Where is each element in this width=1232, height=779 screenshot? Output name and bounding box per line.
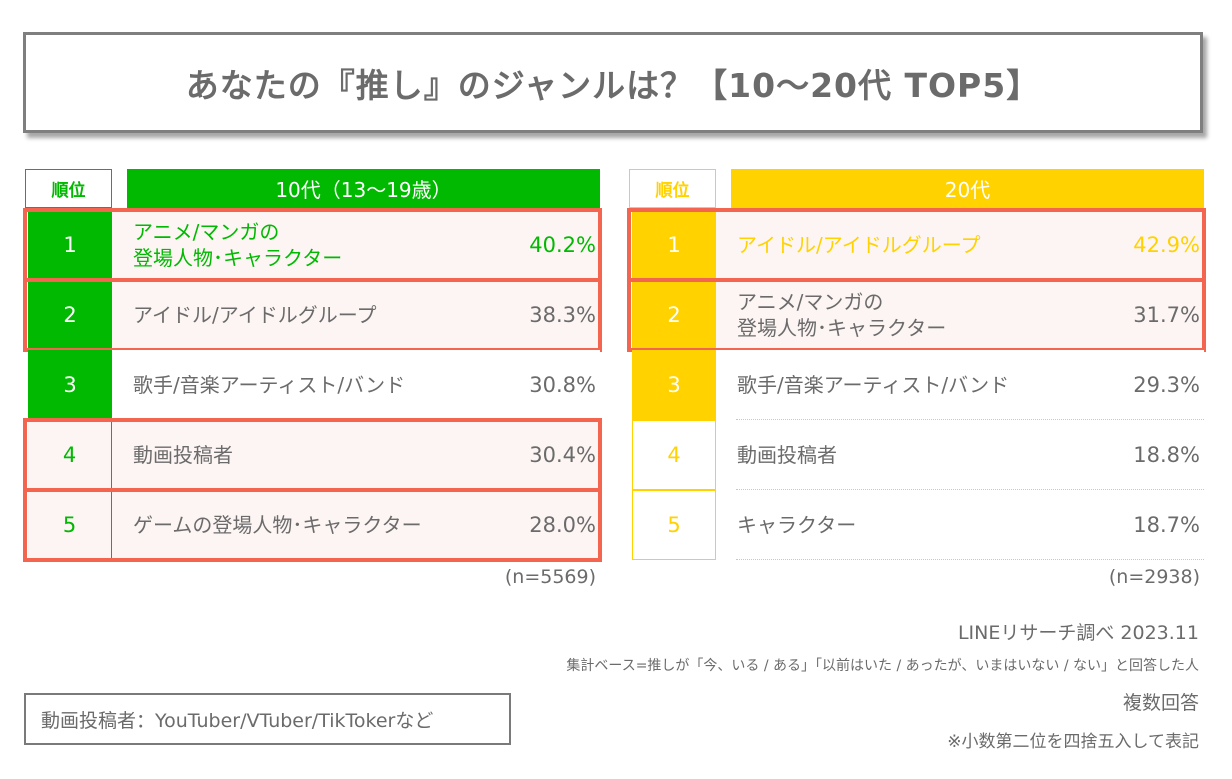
row-divider <box>736 559 1204 560</box>
rank-number: 2 <box>632 280 716 350</box>
percentage-value: 30.4% <box>529 443 596 467</box>
genre-label: 動画投稿者 <box>737 443 837 467</box>
rank-number: 5 <box>28 490 112 560</box>
ranking-row: キャラクター 18.7% 5 <box>632 490 1204 560</box>
row-content: 歌手/音楽アーティスト/バンド 30.8% <box>112 350 600 420</box>
rank-column-header: 順位 <box>25 169 112 208</box>
definition-note-text: 動画投稿者：YouTuber/VTuber/TikTokerなど <box>41 709 434 732</box>
genre-label: アイドル/アイドルグループ <box>737 233 981 257</box>
ranking-row: ゲームの登場人物･キャラクター 28.0% 5 <box>28 490 600 560</box>
rank-column-header: 順位 <box>629 169 716 208</box>
sample-size-label: (n=2938) <box>1108 566 1200 588</box>
ranking-row: アイドル/アイドルグループ 42.9% 1 <box>632 210 1204 280</box>
title-box: あなたの『推し』のジャンルは？【10～20代 TOP5】 <box>23 32 1203 133</box>
percentage-value: 42.9% <box>1133 233 1200 257</box>
genre-label: アイドル/アイドルグループ <box>133 303 377 327</box>
row-content: アイドル/アイドルグループ 42.9% <box>716 210 1204 280</box>
row-content: 動画投稿者 18.8% <box>716 420 1204 490</box>
percentage-value: 18.8% <box>1133 443 1200 467</box>
source-credit: LINEリサーチ調べ 2023.11 <box>957 622 1199 644</box>
rank-number: 3 <box>632 350 716 420</box>
row-divider <box>736 419 1204 420</box>
ranking-row: 動画投稿者 18.8% 4 <box>632 420 1204 490</box>
ranking-table-twenties: 順位 20代 (n=2938) アイドル/アイドルグループ 42.9% 1 アニメ/マ… <box>604 0 1214 600</box>
survey-base-note: 集計ベース=推しが「今、いる / ある」「以前はいた / あったが、いまはいない… <box>566 658 1199 674</box>
ranking-row: 歌手/音楽アーティスト/バンド 30.8% 3 <box>28 350 600 420</box>
genre-label: 歌手/音楽アーティスト/バンド <box>737 373 1010 397</box>
rank-number: 3 <box>28 350 112 420</box>
rounding-note: ※小数第二位を四捨五入して表記 <box>947 732 1199 752</box>
rank-number: 1 <box>28 210 112 280</box>
row-divider <box>736 489 1204 490</box>
percentage-value: 30.8% <box>529 373 596 397</box>
group-header-twenties: 20代 <box>731 169 1204 208</box>
genre-label: アニメ/マンガの 登場人物･キャラクター <box>133 220 343 270</box>
ranking-row: 動画投稿者 30.4% 4 <box>28 420 600 490</box>
rank-number: 4 <box>28 420 112 490</box>
row-content: アニメ/マンガの 登場人物･キャラクター 40.2% <box>112 210 600 280</box>
genre-label: 歌手/音楽アーティスト/バンド <box>133 373 406 397</box>
page-title: あなたの『推し』のジャンルは？【10～20代 TOP5】 <box>185 65 1041 105</box>
ranking-row: アニメ/マンガの 登場人物･キャラクター 31.7% 2 <box>632 280 1204 350</box>
genre-label: アニメ/マンガの 登場人物･キャラクター <box>737 290 947 340</box>
row-content: ゲームの登場人物･キャラクター 28.0% <box>112 490 600 560</box>
genre-label: 動画投稿者 <box>133 443 233 467</box>
percentage-value: 38.3% <box>529 303 596 327</box>
genre-label: ゲームの登場人物･キャラクター <box>133 513 422 537</box>
percentage-value: 31.7% <box>1133 303 1200 327</box>
rank-number: 4 <box>632 420 716 490</box>
row-content: アニメ/マンガの 登場人物･キャラクター 31.7% <box>716 280 1204 350</box>
ranking-row: アニメ/マンガの 登場人物･キャラクター 40.2% 1 <box>28 210 600 280</box>
genre-label: キャラクター <box>737 513 857 537</box>
percentage-value: 29.3% <box>1133 373 1200 397</box>
multiple-answer-note: 複数回答 <box>1122 692 1199 714</box>
sample-size-label: (n=5569) <box>504 566 596 588</box>
definition-note-box: 動画投稿者：YouTuber/VTuber/TikTokerなど <box>24 693 511 745</box>
rank-number: 5 <box>632 490 716 560</box>
row-content: 歌手/音楽アーティスト/バンド 29.3% <box>716 350 1204 420</box>
group-header-teens: 10代（13～19歳） <box>127 169 600 208</box>
percentage-value: 40.2% <box>529 233 596 257</box>
rank-number: 2 <box>28 280 112 350</box>
ranking-row: アイドル/アイドルグループ 38.3% 2 <box>28 280 600 350</box>
row-content: アイドル/アイドルグループ 38.3% <box>112 280 600 350</box>
ranking-table-teens: 順位 10代（13～19歳） (n=5569) アニメ/マンガの 登場人物･キャ… <box>0 0 610 600</box>
row-content: 動画投稿者 30.4% <box>112 420 600 490</box>
percentage-value: 28.0% <box>529 513 596 537</box>
rank-number: 1 <box>632 210 716 280</box>
ranking-row: 歌手/音楽アーティスト/バンド 29.3% 3 <box>632 350 1204 420</box>
percentage-value: 18.7% <box>1133 513 1200 537</box>
row-content: キャラクター 18.7% <box>716 490 1204 560</box>
